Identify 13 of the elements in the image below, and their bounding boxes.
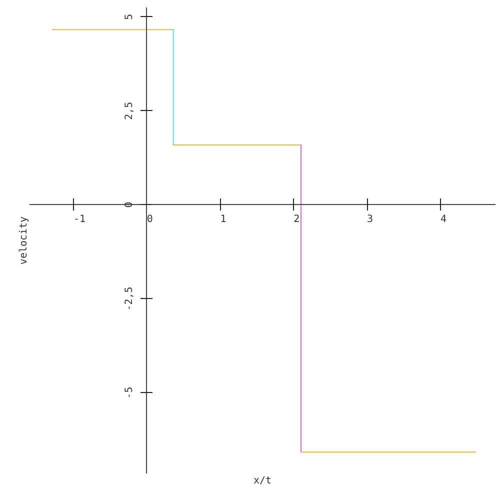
x-tick-label: 2 <box>294 214 300 225</box>
y-tick-label: 5 <box>124 14 135 20</box>
y-tick-label: 0 <box>124 202 135 208</box>
y-axis-title: velocity <box>18 216 30 265</box>
y-tick-label: -2,5 <box>124 286 135 311</box>
x-tick-label: 1 <box>220 214 226 225</box>
x-tick-label: -1 <box>74 214 86 225</box>
x-tick-label: 4 <box>440 214 446 225</box>
x-axis-title: x/t <box>253 476 272 486</box>
x-tick-label: 0 <box>146 214 153 225</box>
x-tick-label: 3 <box>367 214 374 225</box>
y-tick-label: 2,5 <box>124 102 135 120</box>
y-tick-label: -5 <box>124 386 135 399</box>
